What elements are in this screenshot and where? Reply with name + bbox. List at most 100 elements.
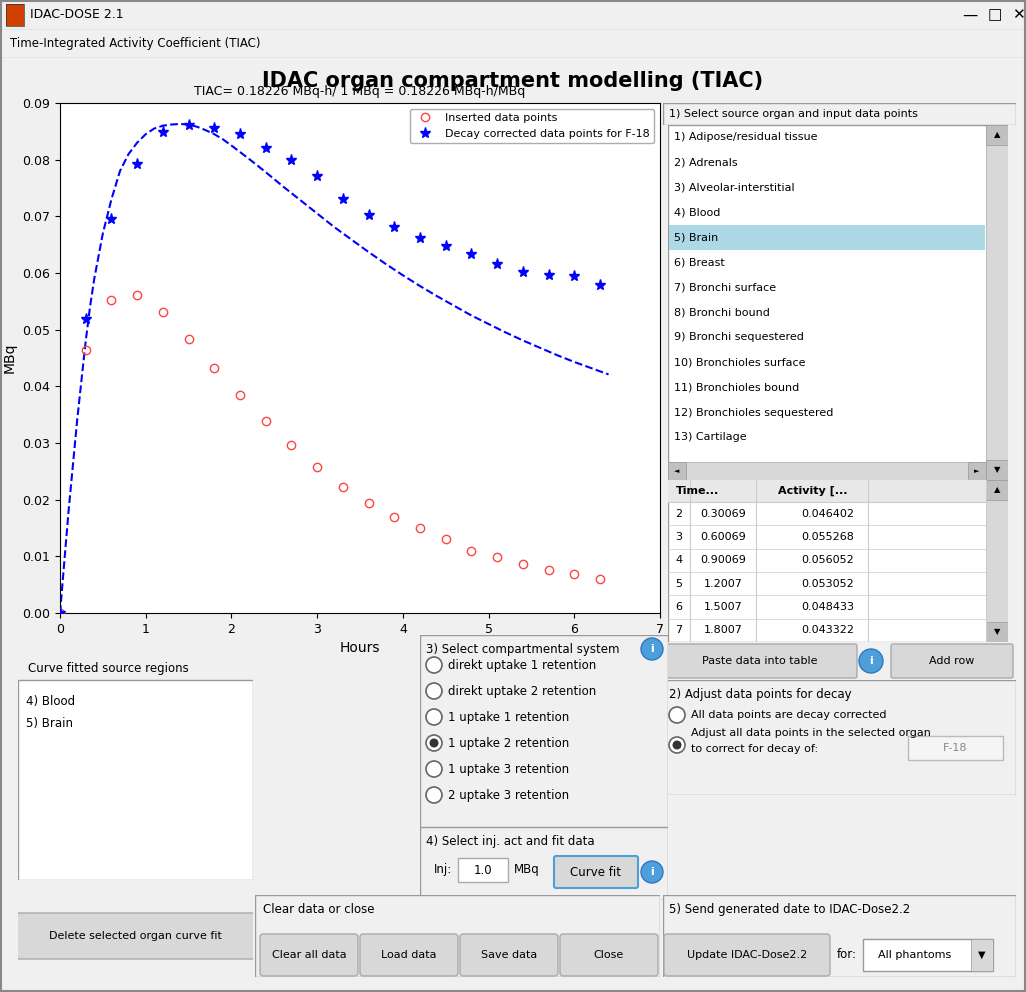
Text: 0.046402: 0.046402 <box>801 509 855 519</box>
Text: 1) Adipose/residual tissue: 1) Adipose/residual tissue <box>674 133 818 143</box>
Text: Time-Integrated Activity Coefficient (TIAC): Time-Integrated Activity Coefficient (TI… <box>10 38 261 51</box>
Text: 5: 5 <box>675 578 682 588</box>
Circle shape <box>430 738 438 748</box>
Bar <box>986 480 1008 642</box>
Bar <box>986 125 1008 145</box>
Text: 1.0: 1.0 <box>474 863 492 877</box>
FancyBboxPatch shape <box>891 644 1013 678</box>
Bar <box>18 680 253 880</box>
Text: Inj:: Inj: <box>434 863 452 877</box>
Bar <box>986 460 1008 480</box>
Text: direkt uptake 2 retention: direkt uptake 2 retention <box>448 684 596 697</box>
Text: 1 uptake 3 retention: 1 uptake 3 retention <box>448 763 569 776</box>
Circle shape <box>641 861 663 883</box>
Text: 2) Adjust data points for decay: 2) Adjust data points for decay <box>669 688 852 701</box>
Bar <box>986 125 1008 480</box>
Text: ✕: ✕ <box>1012 8 1024 23</box>
Text: Adjust all data points in the selected organ: Adjust all data points in the selected o… <box>690 728 931 738</box>
Bar <box>668 462 686 480</box>
Text: MBq: MBq <box>514 863 540 877</box>
Text: 3: 3 <box>675 532 682 542</box>
Text: 4) Blood: 4) Blood <box>674 207 720 217</box>
Bar <box>6 4 24 26</box>
Text: 12) Bronchioles sequestered: 12) Bronchioles sequestered <box>674 408 833 418</box>
Circle shape <box>426 761 442 777</box>
Circle shape <box>426 683 442 699</box>
FancyBboxPatch shape <box>560 934 658 976</box>
Circle shape <box>641 638 663 660</box>
Text: 3) Alveolar-interstitial: 3) Alveolar-interstitial <box>674 183 794 192</box>
Text: 5) Brain: 5) Brain <box>674 232 718 242</box>
Circle shape <box>426 735 442 751</box>
Text: Curve fit: Curve fit <box>570 865 622 879</box>
FancyBboxPatch shape <box>360 934 458 976</box>
Circle shape <box>426 657 442 673</box>
Text: 6: 6 <box>675 602 682 612</box>
Text: 4) Blood: 4) Blood <box>26 695 75 708</box>
Bar <box>971 939 993 971</box>
Text: 4: 4 <box>675 556 682 565</box>
Text: 0.043322: 0.043322 <box>801 625 855 635</box>
Text: □: □ <box>988 8 1002 23</box>
Bar <box>668 462 986 480</box>
Bar <box>668 480 986 502</box>
Text: 3) Select compartmental system: 3) Select compartmental system <box>426 643 620 656</box>
Text: Curve fitted source regions: Curve fitted source regions <box>28 662 189 675</box>
Text: direkt uptake 1 retention: direkt uptake 1 retention <box>448 659 596 672</box>
Text: 6) Breast: 6) Breast <box>674 258 724 268</box>
Bar <box>6 4 24 26</box>
Text: ▲: ▲ <box>994 485 1000 494</box>
Text: 0.30069: 0.30069 <box>700 509 746 519</box>
FancyBboxPatch shape <box>554 856 638 888</box>
Bar <box>986 622 1008 642</box>
FancyBboxPatch shape <box>15 913 256 959</box>
Text: 7) Bronchi surface: 7) Bronchi surface <box>674 283 776 293</box>
Text: Clear all data: Clear all data <box>272 950 347 960</box>
Bar <box>669 225 985 250</box>
Bar <box>968 462 986 480</box>
FancyBboxPatch shape <box>663 644 857 678</box>
Text: i: i <box>650 867 654 877</box>
Bar <box>908 736 1003 760</box>
FancyBboxPatch shape <box>260 934 358 976</box>
Text: 0.60069: 0.60069 <box>700 532 746 542</box>
Text: IDAC organ compartment modelling (TIAC): IDAC organ compartment modelling (TIAC) <box>263 71 763 91</box>
Legend: Inserted data points, Decay corrected data points for F-18: Inserted data points, Decay corrected da… <box>409 108 655 143</box>
Text: 2 uptake 3 retention: 2 uptake 3 retention <box>448 789 569 802</box>
Text: 5) Send generated date to IDAC-Dose2.2: 5) Send generated date to IDAC-Dose2.2 <box>669 903 910 916</box>
Text: 13) Cartilage: 13) Cartilage <box>674 433 747 442</box>
Text: Update IDAC-Dose2.2: Update IDAC-Dose2.2 <box>686 950 807 960</box>
Title: TIAC= 0.18226 MBq-h/ 1 MBq = 0.18226 MBq-h/MBq: TIAC= 0.18226 MBq-h/ 1 MBq = 0.18226 MBq… <box>194 84 525 97</box>
Text: 0.048433: 0.048433 <box>801 602 855 612</box>
Text: F-18: F-18 <box>943 743 968 753</box>
Text: Clear data or close: Clear data or close <box>263 903 374 916</box>
Text: Add row: Add row <box>930 656 975 666</box>
Text: 1.5007: 1.5007 <box>704 602 743 612</box>
Text: ▼: ▼ <box>994 628 1000 637</box>
Text: 4) Select inj. act and fit data: 4) Select inj. act and fit data <box>426 835 595 848</box>
Text: Activity [...: Activity [... <box>779 486 847 496</box>
Text: 7: 7 <box>675 625 682 635</box>
Text: 1.2007: 1.2007 <box>704 578 743 588</box>
Text: ◄: ◄ <box>674 468 679 474</box>
Text: 1 uptake 1 retention: 1 uptake 1 retention <box>448 710 569 723</box>
Circle shape <box>669 707 685 723</box>
Text: 2: 2 <box>675 509 682 519</box>
Circle shape <box>426 709 442 725</box>
Text: 10) Bronchioles surface: 10) Bronchioles surface <box>674 357 805 367</box>
Bar <box>863 939 993 971</box>
Text: 5) Brain: 5) Brain <box>26 717 73 730</box>
Circle shape <box>859 649 883 673</box>
Text: 2) Adrenals: 2) Adrenals <box>674 158 738 168</box>
Text: i: i <box>869 656 873 666</box>
Bar <box>458 858 508 882</box>
Text: ▼: ▼ <box>978 950 986 960</box>
X-axis label: Hours: Hours <box>340 641 381 656</box>
Text: All phantoms: All phantoms <box>878 950 952 960</box>
Text: i: i <box>650 644 654 654</box>
Text: Close: Close <box>594 950 624 960</box>
FancyBboxPatch shape <box>460 934 558 976</box>
Text: IDAC-DOSE 2.1: IDAC-DOSE 2.1 <box>30 9 123 22</box>
Text: for:: for: <box>837 948 857 961</box>
Text: Paste data into table: Paste data into table <box>702 656 818 666</box>
